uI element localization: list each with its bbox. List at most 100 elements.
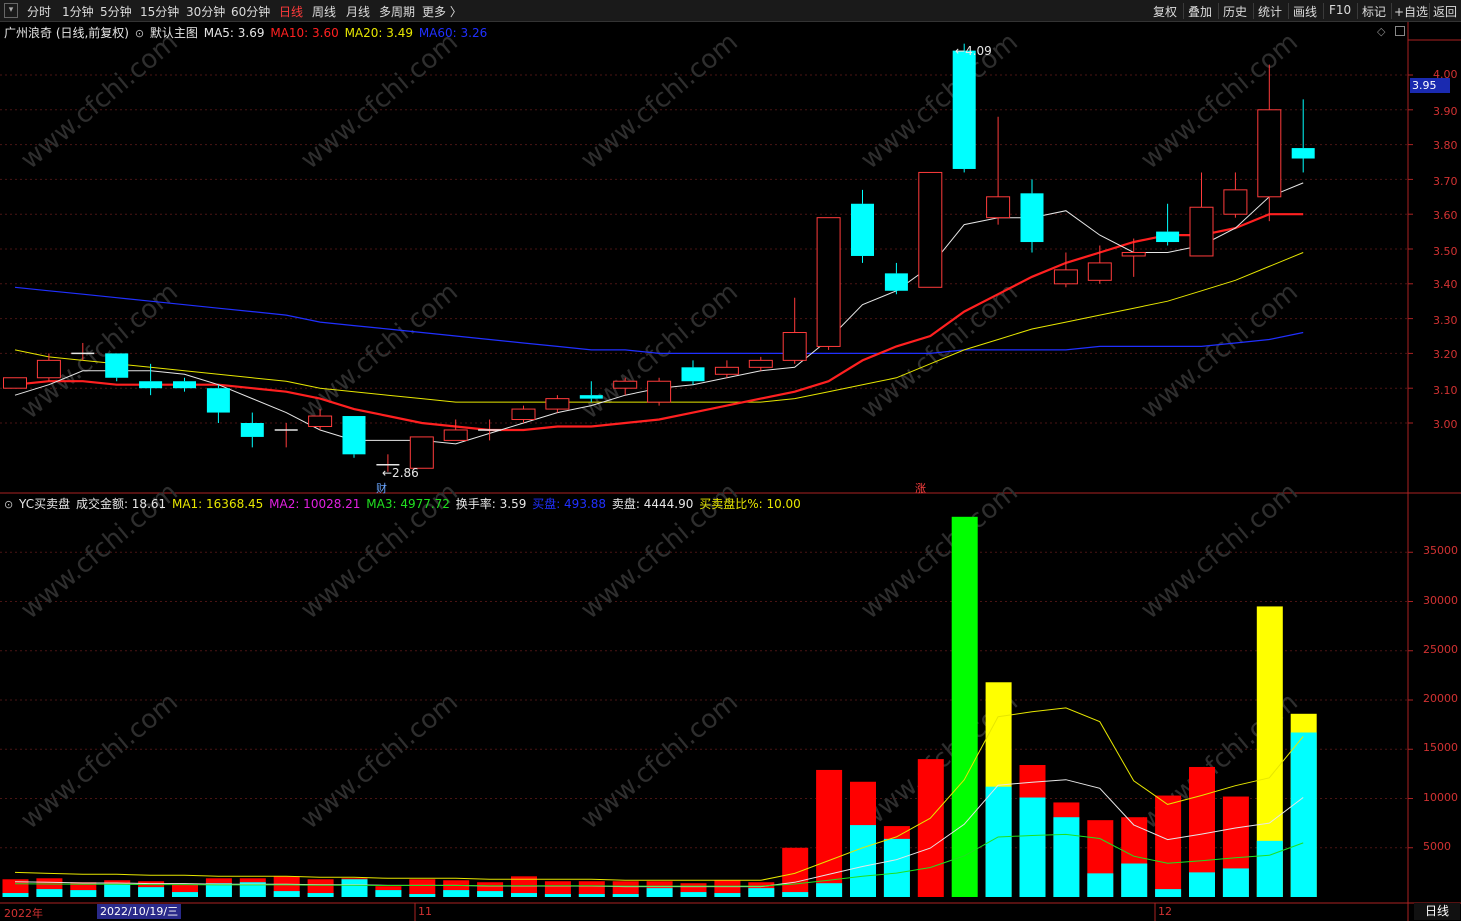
- buy-volume-bar: [307, 893, 334, 897]
- settings-circle-icon[interactable]: ⊙: [4, 498, 14, 511]
- volume-axis-label: 20000: [1423, 692, 1458, 705]
- high-arrow: ←: [955, 44, 966, 58]
- tool-add-favorite-button[interactable]: +自选: [1394, 5, 1429, 19]
- watermark-text: www.cfchi.com: [855, 277, 1024, 425]
- high-price-annotation: ←4.09: [955, 44, 992, 58]
- candle-down: [105, 353, 129, 378]
- buy-label: 买盘: 493.88: [532, 497, 607, 511]
- volume-bar: [714, 880, 741, 897]
- candle-down: [952, 50, 976, 169]
- ratio-label: 买卖盘比%: 10.00: [699, 497, 801, 511]
- period-fenshi[interactable]: 分时: [27, 5, 52, 19]
- buy-volume-bar: [138, 887, 165, 897]
- volume-bar: [816, 769, 843, 897]
- finance-mark[interactable]: 财: [376, 482, 387, 495]
- current-price-tag: 3.95: [1410, 78, 1450, 93]
- watermark-text: www.cfchi.com: [295, 277, 464, 425]
- period-15min[interactable]: 15分钟: [140, 5, 180, 19]
- period-monthly[interactable]: 月线: [346, 5, 371, 19]
- candle-up: [986, 196, 1011, 219]
- volume-bar: [951, 516, 978, 897]
- tool-mark-button[interactable]: 标记: [1362, 5, 1387, 19]
- period-indicator-button[interactable]: 日线: [1414, 903, 1460, 920]
- settings-circle-icon[interactable]: ⊙: [134, 27, 145, 40]
- buy-volume-bar: [1222, 868, 1249, 897]
- period-more[interactable]: 更多 〉: [422, 5, 462, 19]
- ma60-line: [14, 286, 1304, 354]
- watermark-text: www.cfchi.com: [1135, 477, 1304, 625]
- tool-stats-button[interactable]: 统计: [1258, 5, 1283, 19]
- buy-volume-bar: [1155, 889, 1182, 897]
- ma5-label: MA5: 3.69: [203, 26, 265, 40]
- watermark-text: www.cfchi.com: [575, 27, 744, 175]
- price-axis-label: 4.00: [1433, 68, 1458, 81]
- price-axis-label: 3.00: [1433, 418, 1458, 431]
- vol-ma2-label: MA2: 10028.21: [269, 497, 361, 511]
- period-1min[interactable]: 1分钟: [62, 5, 94, 19]
- watermark-text: www.cfchi.com: [855, 477, 1024, 625]
- period-multi[interactable]: 多周期: [379, 5, 416, 19]
- buy-volume-bar: [409, 894, 436, 897]
- stock-title: 广州浪奇 (日线,前复权): [4, 26, 129, 40]
- period-5min[interactable]: 5分钟: [100, 5, 132, 19]
- buy-volume-bar: [578, 894, 605, 897]
- indicator-name: YC买卖盘: [19, 497, 71, 511]
- candle-down: [342, 416, 366, 455]
- buy-volume-bar: [239, 882, 266, 897]
- vol-ma3-label: MA3: 4977.72: [366, 497, 450, 511]
- period-daily[interactable]: 日线: [279, 5, 304, 19]
- x-axis-selected-date: 2022/10/19/三: [97, 904, 182, 919]
- buy-volume-bar: [612, 894, 639, 897]
- low-price-annotation: ←2.86: [382, 466, 419, 480]
- menu-dropdown-icon[interactable]: ▾: [4, 3, 18, 18]
- window-icon[interactable]: [1395, 26, 1405, 36]
- tool-back-button[interactable]: 返回: [1433, 5, 1458, 19]
- buy-volume-bar: [341, 879, 368, 897]
- watermark-text: www.cfchi.com: [15, 687, 184, 835]
- sub-chart-legend: ⊙ YC买卖盘 成交金额: 18.61 MA1: 16368.45 MA2: 1…: [4, 495, 803, 512]
- volume-bar: [578, 881, 605, 897]
- volume-axis-label: 10000: [1423, 791, 1458, 804]
- buy-volume-bar: [714, 893, 741, 897]
- buy-volume-bar: [646, 888, 673, 897]
- period-60min[interactable]: 60分钟: [231, 5, 271, 19]
- price-axis-label: 3.90: [1433, 105, 1458, 118]
- buy-volume-bar: [2, 893, 29, 897]
- volume-axis-label: 25000: [1423, 643, 1458, 656]
- buy-volume-bar: [1087, 873, 1114, 897]
- buy-volume-bar: [782, 892, 809, 897]
- period-30min[interactable]: 30分钟: [186, 5, 226, 19]
- buy-volume-bar: [850, 825, 876, 897]
- candle-up: [1053, 269, 1078, 285]
- limit-up-mark[interactable]: 涨: [915, 482, 926, 495]
- buy-volume-bar: [36, 889, 63, 897]
- tool-fuquan-button[interactable]: 复权: [1153, 5, 1178, 19]
- candle-up: [409, 436, 434, 469]
- volume-axis-label: 30000: [1423, 594, 1458, 607]
- high-price-value: 4.09: [965, 44, 992, 58]
- buy-volume-bar: [172, 892, 198, 897]
- buy-volume-bar: [477, 891, 504, 897]
- tool-draw-button[interactable]: 画线: [1293, 5, 1318, 19]
- candle-up: [613, 380, 638, 389]
- price-axis-label: 3.40: [1433, 278, 1458, 291]
- x-axis-month-11: 11: [418, 905, 432, 918]
- diamond-icon[interactable]: ◇: [1377, 25, 1386, 38]
- period-weekly[interactable]: 周线: [312, 5, 337, 19]
- candle-down: [206, 388, 230, 413]
- price-axis-label: 3.80: [1433, 139, 1458, 152]
- tool-history-button[interactable]: 历史: [1223, 5, 1248, 19]
- candle-up: [918, 171, 943, 288]
- candle-down: [173, 381, 196, 389]
- candle-up: [1087, 262, 1112, 281]
- tool-f10-button[interactable]: F10: [1329, 3, 1352, 17]
- volume-bar: [1155, 795, 1182, 897]
- buy-volume-bar: [511, 893, 537, 897]
- template-name[interactable]: 默认主图: [149, 26, 198, 40]
- candle-up: [36, 359, 61, 379]
- buy-volume-bar: [883, 838, 910, 897]
- tool-overlay-button[interactable]: 叠加: [1188, 5, 1213, 19]
- watermark-text: www.cfchi.com: [575, 687, 744, 835]
